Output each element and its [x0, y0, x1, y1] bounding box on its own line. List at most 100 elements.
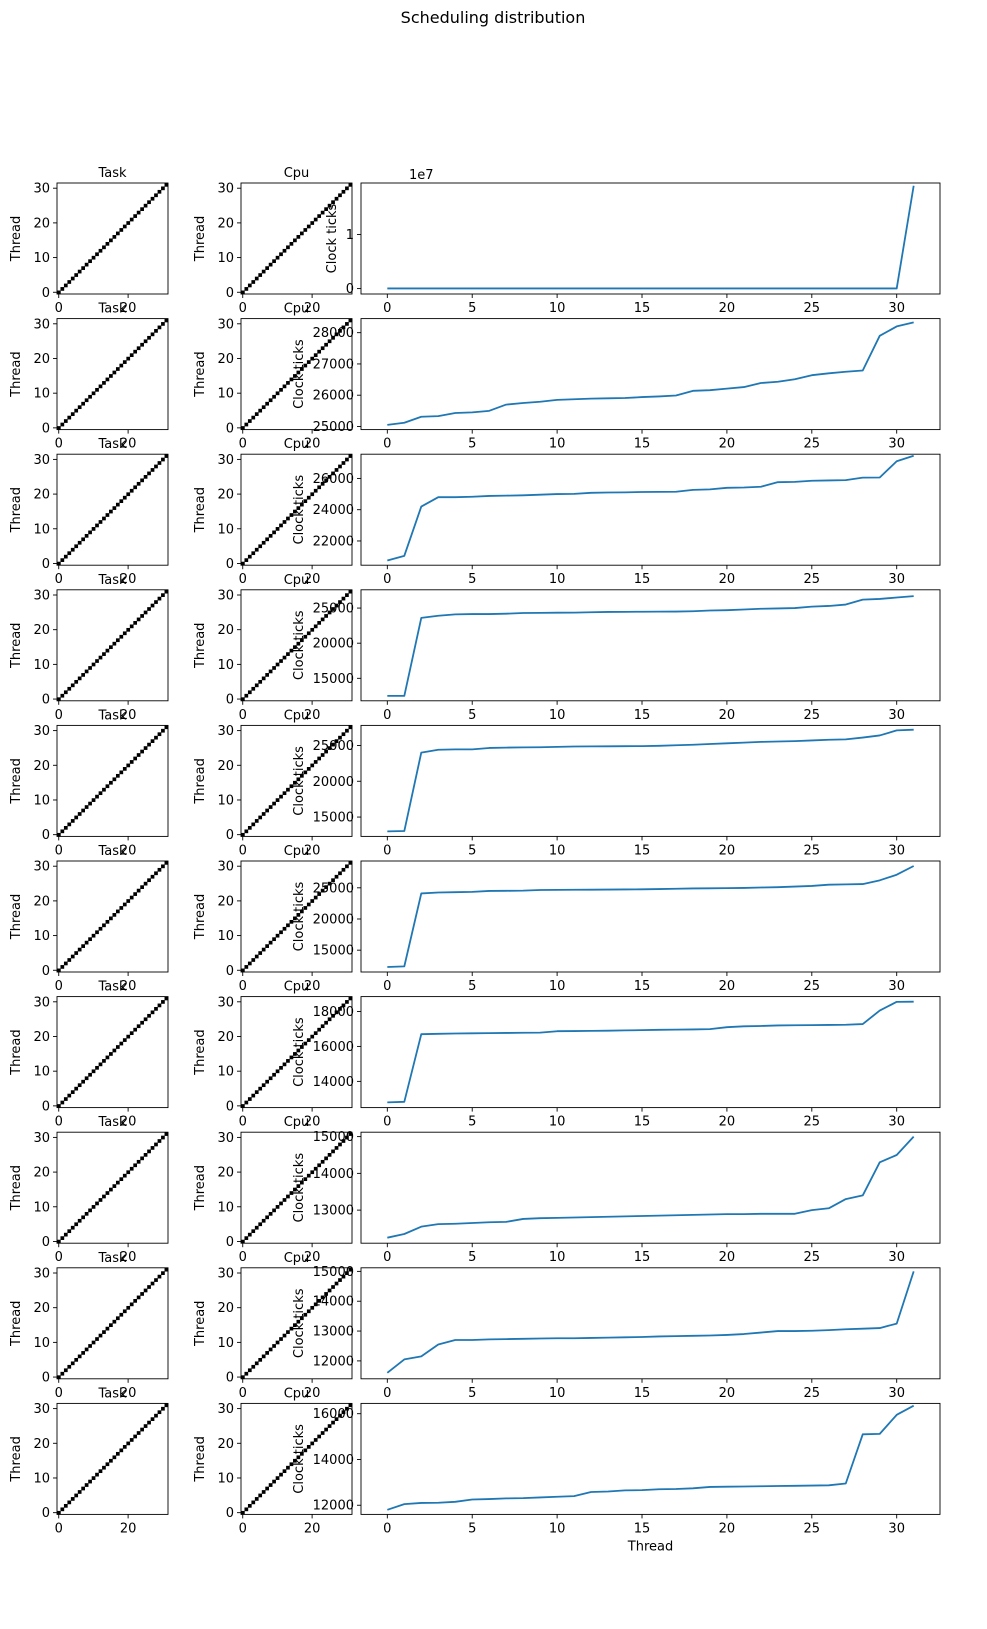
- x-tick-label: 0: [383, 1115, 391, 1130]
- heatmap-cell: [154, 600, 158, 604]
- heatmap-cell: [112, 370, 117, 375]
- heatmap-frame: [56, 318, 169, 431]
- heatmap-cell: [313, 1302, 318, 1307]
- heatmap-cell: [102, 381, 106, 385]
- heatmap-cell: [154, 871, 158, 876]
- heatmap-cell: [143, 475, 148, 479]
- heatmap-cell: [67, 551, 72, 556]
- heatmap-cell: [251, 958, 256, 962]
- y-tick-label: 0: [226, 1371, 234, 1386]
- x-tick-label: 0: [55, 572, 63, 587]
- heatmap-cell: [282, 1198, 287, 1202]
- heatmap-cell: [133, 1434, 138, 1439]
- x-tick-label: 0: [239, 1115, 247, 1130]
- x-tick-label: 0: [239, 843, 247, 858]
- heatmap-cell: [77, 269, 82, 274]
- heatmap-cell: [244, 1371, 249, 1376]
- heatmap-cell: [122, 631, 127, 636]
- y-tick-label: 0: [226, 1235, 234, 1250]
- x-tick-label: 0: [239, 1250, 247, 1265]
- subplot-row-5: Task 0 10 20 30 0 20 Thread Cpu 0 10 20 30 0 20 Thread 0…: [9, 844, 941, 994]
- heatmap-cell: [67, 1093, 72, 1098]
- heatmap-cell: [254, 1225, 259, 1230]
- y-tick-label: 18000: [313, 1005, 354, 1020]
- heatmap-cell: [272, 1208, 276, 1213]
- heatmap-cell: [164, 861, 169, 865]
- heatmap-cell: [140, 1292, 144, 1296]
- heatmap-cell: [317, 1163, 322, 1168]
- heatmap-cell: [74, 1222, 79, 1227]
- heatmap-cell: [136, 210, 141, 215]
- heatmap-cell: [289, 377, 294, 382]
- heatmap-cell: [324, 1427, 328, 1432]
- heatmap-cell: [122, 1038, 127, 1042]
- heatmap-cell: [136, 1159, 141, 1164]
- heatmap-cell: [265, 808, 269, 813]
- heatmap-cell: [254, 276, 259, 281]
- x-tick-label: 20: [304, 572, 321, 587]
- heatmap-cell: [70, 683, 75, 688]
- heatmap-cell: [251, 1093, 256, 1098]
- heatmap-cell: [95, 523, 99, 528]
- heatmap-cell: [133, 1299, 138, 1303]
- heatmap-cell: [306, 1445, 311, 1449]
- clock-ticks-ylabel: Clock ticks: [292, 881, 307, 951]
- heatmap-cell: [91, 1340, 96, 1345]
- heatmap-cell: [161, 186, 165, 191]
- heatmap-cell: [261, 1083, 266, 1088]
- heatmap-cell: [258, 951, 263, 955]
- heatmap-cell: [261, 947, 266, 952]
- heatmap-cell: [164, 1403, 169, 1408]
- heatmap-cell: [275, 1205, 280, 1209]
- x-tick-label: 20: [719, 979, 736, 994]
- heatmap-cell: [147, 1420, 151, 1425]
- heatmap-cell: [348, 1403, 353, 1408]
- heatmap-cell: [129, 488, 134, 493]
- y-tick-label: 10: [33, 929, 50, 944]
- heatmap-cell: [268, 1483, 273, 1487]
- y-tick-label: 25000: [313, 602, 354, 617]
- heatmap-cell: [268, 1076, 273, 1081]
- heatmap-cell: [81, 1486, 85, 1491]
- x-tick-label: 30: [888, 1250, 905, 1265]
- x-tick-label: 0: [383, 843, 391, 858]
- chart-frame: [360, 318, 941, 431]
- axis-offset-text: 1e7: [409, 168, 434, 183]
- heatmap-cell: [164, 454, 169, 458]
- heatmap-cell: [338, 735, 342, 740]
- heatmap-cell: [136, 481, 141, 486]
- heatmap-cell: [320, 617, 325, 622]
- heatmap-cell: [261, 812, 266, 816]
- y-tick-label: 10: [33, 1200, 50, 1215]
- heatmap-cell: [112, 1455, 117, 1460]
- heatmap-cell: [241, 1104, 245, 1108]
- cpu-ylabel: Thread: [193, 894, 208, 940]
- y-tick-label: 20000: [313, 912, 354, 927]
- heatmap-cell: [289, 241, 294, 246]
- heatmap-cell: [341, 1139, 346, 1143]
- y-tick-label: 20: [217, 1301, 234, 1316]
- heatmap-cell: [63, 554, 68, 559]
- heatmap-cell: [57, 561, 61, 566]
- heatmap-cell: [345, 728, 349, 733]
- heatmap-cell: [282, 1333, 287, 1338]
- x-tick-label: 0: [239, 437, 247, 452]
- heatmap-cell: [324, 342, 328, 347]
- x-tick-label: 20: [120, 1521, 137, 1536]
- heatmap-cell: [164, 996, 169, 1001]
- heatmap-cell: [313, 353, 318, 358]
- heatmap-cell: [345, 1135, 349, 1140]
- heatmap-cell: [63, 283, 68, 288]
- heatmap-cell: [293, 374, 297, 378]
- heatmap-cell: [133, 892, 138, 896]
- heatmap-cell: [327, 610, 332, 615]
- heatmap-cell: [150, 1281, 155, 1286]
- heatmap-cell: [247, 554, 252, 559]
- heatmap-cell: [119, 906, 124, 910]
- heatmap-cell: [63, 1097, 68, 1101]
- x-tick-label: 0: [55, 979, 63, 994]
- heatmap-cell: [67, 822, 72, 827]
- heatmap-cell: [251, 415, 256, 420]
- task-heatmap: Task 0 10 20 30 0 20 Thread: [9, 1115, 169, 1265]
- heatmap-cell: [77, 1083, 82, 1088]
